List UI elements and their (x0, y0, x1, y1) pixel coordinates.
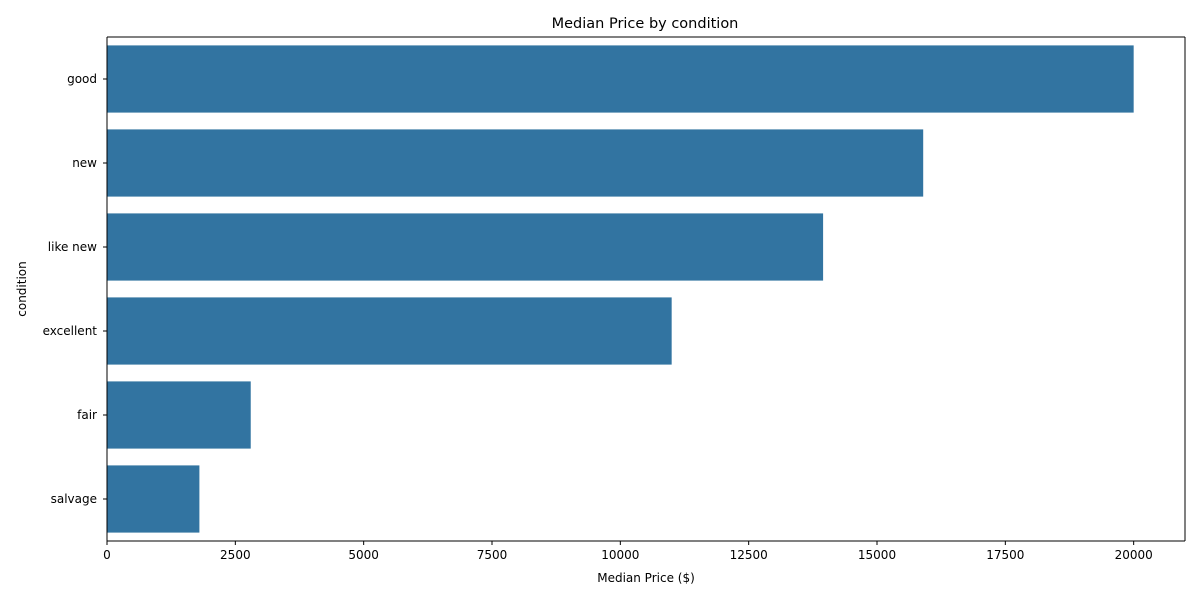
y-tick-label: excellent (43, 324, 98, 338)
x-tick-label: 20000 (1115, 548, 1153, 562)
x-tick-label: 15000 (858, 548, 896, 562)
bar-new (107, 129, 924, 197)
y-tick-label: salvage (51, 492, 97, 506)
x-tick-label: 7500 (477, 548, 508, 562)
x-tick-label: 5000 (348, 548, 379, 562)
x-tick-label: 12500 (730, 548, 768, 562)
x-axis-ticks: 0 2500 5000 7500 10000 12500 15000 17500 20000 (103, 541, 1153, 562)
x-tick-label: 2500 (220, 548, 251, 562)
y-tick-label: fair (77, 408, 97, 422)
bar-like-new (107, 213, 824, 281)
y-axis-label: condition (15, 261, 29, 316)
x-axis-label: Median Price ($) (597, 571, 695, 585)
bar-salvage (107, 465, 200, 533)
x-tick-label: 0 (103, 548, 111, 562)
x-tick-label: 17500 (986, 548, 1024, 562)
bar-fair (107, 381, 251, 449)
y-tick-label: new (72, 156, 97, 170)
bar-excellent (107, 297, 672, 365)
chart-title: Median Price by condition (552, 16, 739, 32)
y-tick-label: good (67, 72, 97, 86)
y-tick-label: like new (48, 240, 97, 254)
x-tick-label: 10000 (601, 548, 639, 562)
bars-group (107, 45, 1134, 533)
bar-good (107, 45, 1134, 113)
y-axis-ticks: good new like new excellent fair salvage (43, 72, 107, 506)
